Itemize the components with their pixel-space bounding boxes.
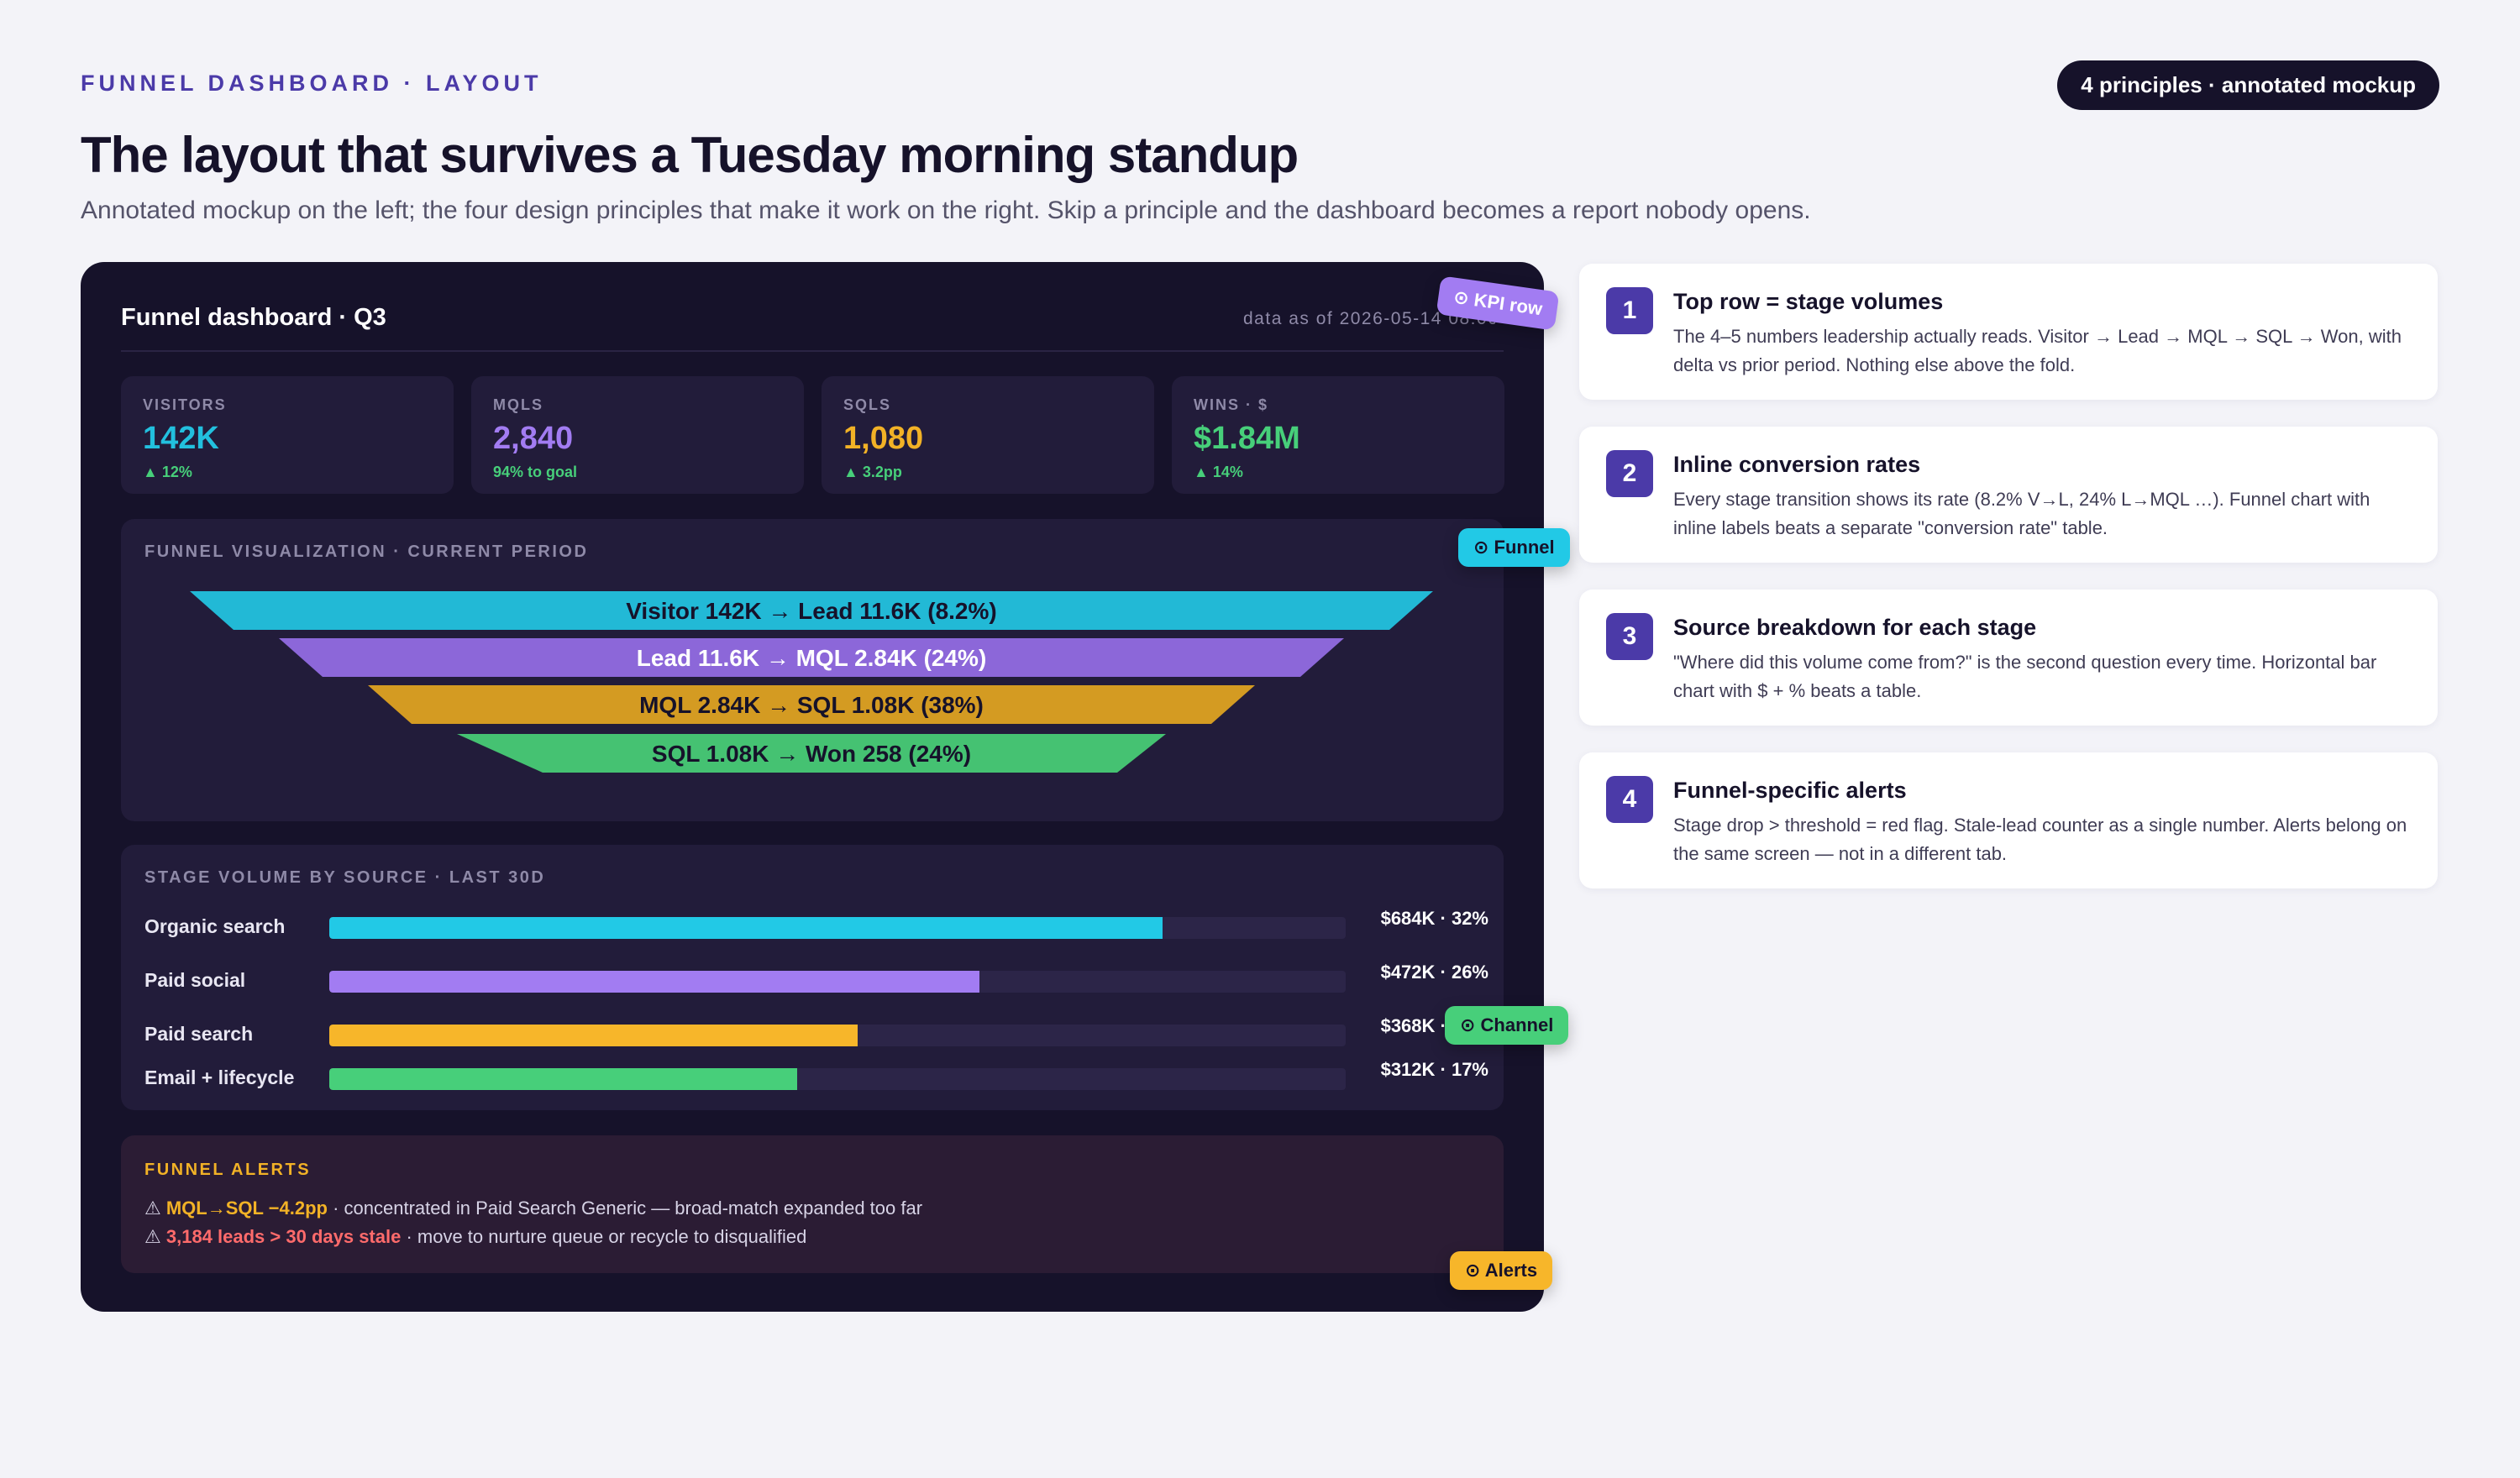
source-value: $684K · 32%: [1380, 908, 1488, 929]
principle-card-1: 1 Top row = stage volumes The 4–5 number…: [1579, 264, 2438, 400]
kpi-value: 2,840: [493, 421, 574, 456]
funnel-card: FUNNEL VISUALIZATION · CURRENT PERIOD Vi…: [121, 519, 1504, 821]
funnel-stage-1-label: Visitor 142K → Lead 11.6K (8.2%): [626, 598, 996, 624]
source-name: Paid social: [144, 969, 246, 991]
principle-card-2: 2 Inline conversion rates Every stage tr…: [1579, 427, 2438, 563]
source-bar-track: [329, 971, 1346, 993]
kpi-label: VISITORS: [143, 396, 227, 413]
principle-card-4: 4 Funnel-specific alerts Stage drop > th…: [1579, 752, 2438, 888]
principle-number: 4: [1606, 776, 1653, 823]
page-eyebrow: FUNNEL DASHBOARD · LAYOUT: [81, 71, 543, 96]
kpi-delta: ▲ 12%: [143, 464, 192, 480]
funnel-chart: Visitor 142K → Lead 11.6K (8.2%) Lead 11…: [190, 591, 1433, 773]
principle-card-3: 3 Source breakdown for each stage "Where…: [1579, 590, 2438, 726]
kpi-card-wins: WINS · $ $1.84M ▲ 14%: [1172, 376, 1504, 494]
principle-title: Inline conversion rates: [1673, 452, 1921, 477]
dashboard-mockup: Funnel dashboard · Q3 data as of 2026-05…: [81, 262, 1544, 1312]
warning-icon: ⚠: [144, 1198, 161, 1219]
kpi-card-mqls: MQLS 2,840 94% to goal: [471, 376, 804, 494]
source-bar-track: [329, 917, 1346, 939]
principle-number: 3: [1606, 613, 1653, 660]
principle-body: The 4–5 numbers leadership actually read…: [1673, 326, 2402, 375]
source-bar: [329, 1025, 858, 1046]
kpi-delta: ▲ 14%: [1194, 464, 1243, 480]
annotation-tag-funnel: ⊙ Funnel: [1458, 528, 1570, 567]
funnel-stage-2: [279, 638, 1344, 677]
source-card: STAGE VOLUME BY SOURCE · LAST 30D Organi…: [121, 845, 1504, 1110]
alert-highlight: MQL→SQL −4.2pp: [165, 1198, 328, 1219]
source-name: Email + lifecycle: [144, 1067, 295, 1088]
kpi-value: 1,080: [843, 421, 924, 456]
source-row: Organic search $684K · 32%: [144, 907, 1488, 949]
mockup-title: Funnel dashboard · Q3: [121, 304, 386, 331]
source-value: $312K · 17%: [1380, 1059, 1488, 1080]
kpi-value: $1.84M: [1194, 421, 1300, 456]
principle-title: Top row = stage volumes: [1673, 289, 1944, 314]
alert-text: · concentrated in Paid Search Generic — …: [327, 1198, 923, 1219]
kpi-label: SQLS: [843, 396, 892, 413]
principle-title: Source breakdown for each stage: [1673, 615, 2037, 640]
annotation-tag-channel: ⊙ Channel: [1445, 1006, 1569, 1045]
kpi-label: MQLS: [493, 396, 543, 413]
page-subtitle: Annotated mockup on the left; the four d…: [81, 197, 1811, 224]
source-bar: [329, 1068, 797, 1090]
funnel-card-label: FUNNEL VISUALIZATION · CURRENT PERIOD: [144, 542, 589, 561]
source-row: Paid social $472K · 26%: [144, 961, 1488, 1003]
alert-item: ⚠ 3,184 leads > 30 days stale · move to …: [144, 1226, 806, 1248]
alert-item: ⚠ MQL→SQL −4.2pp · concentrated in Paid …: [144, 1198, 922, 1219]
source-card-label: STAGE VOLUME BY SOURCE · LAST 30D: [144, 868, 546, 887]
alerts-card-label: FUNNEL ALERTS: [144, 1161, 312, 1179]
alert-highlight: 3,184 leads > 30 days stale: [165, 1226, 402, 1247]
header-divider: [121, 350, 1504, 352]
principles-badge: 4 principles · annotated mockup: [2057, 60, 2439, 110]
source-bar: [329, 917, 1163, 939]
funnel-stage-4: [457, 734, 1166, 773]
data-timestamp: data as of 2026-05-14 08:00: [1243, 309, 1495, 328]
kpi-value: 142K: [143, 421, 219, 456]
kpi-label: WINS · $: [1194, 396, 1269, 413]
source-name: Organic search: [144, 915, 286, 937]
alert-text: · move to nurture queue or recycle to di…: [401, 1226, 807, 1247]
principle-number: 1: [1606, 287, 1653, 334]
kpi-delta: 94% to goal: [493, 464, 578, 480]
funnel-stage-1: [190, 591, 1433, 630]
page-title: The layout that survives a Tuesday morni…: [81, 127, 1299, 183]
source-bar-track: [329, 1068, 1346, 1090]
source-row: Paid search $368K · 20%: [144, 1014, 1488, 1056]
annotation-tag-alerts: ⊙ Alerts: [1450, 1251, 1553, 1290]
warning-icon: ⚠: [144, 1226, 161, 1247]
source-name: Paid search: [144, 1023, 254, 1045]
kpi-card-sqls: SQLS 1,080 ▲ 3.2pp: [822, 376, 1154, 494]
funnel-stage-3-label: MQL 2.84K → SQL 1.08K (38%): [639, 692, 984, 718]
alerts-card: FUNNEL ALERTS ⚠ MQL→SQL −4.2pp · concent…: [121, 1135, 1504, 1273]
source-row: Email + lifecycle $312K · 17%: [144, 1058, 1488, 1100]
funnel-stage-4-label: SQL 1.08K → Won 258 (24%): [652, 741, 971, 767]
principle-number: 2: [1606, 450, 1653, 497]
principle-body: Stage drop > threshold = red flag. Stale…: [1673, 815, 2407, 864]
principle-title: Funnel-specific alerts: [1673, 778, 1907, 803]
principle-body: Every stage transition shows its rate (8…: [1673, 489, 2370, 538]
source-value: $472K · 26%: [1380, 962, 1488, 983]
source-bar: [329, 971, 980, 993]
funnel-stage-2-label: Lead 11.6K → MQL 2.84K (24%): [637, 645, 987, 671]
kpi-delta: ▲ 3.2pp: [843, 464, 902, 480]
source-bar-track: [329, 1025, 1346, 1046]
kpi-card-visitors: VISITORS 142K ▲ 12%: [121, 376, 454, 494]
funnel-stage-3: [368, 685, 1255, 724]
principle-body: "Where did this volume come from?" is th…: [1673, 652, 2377, 701]
